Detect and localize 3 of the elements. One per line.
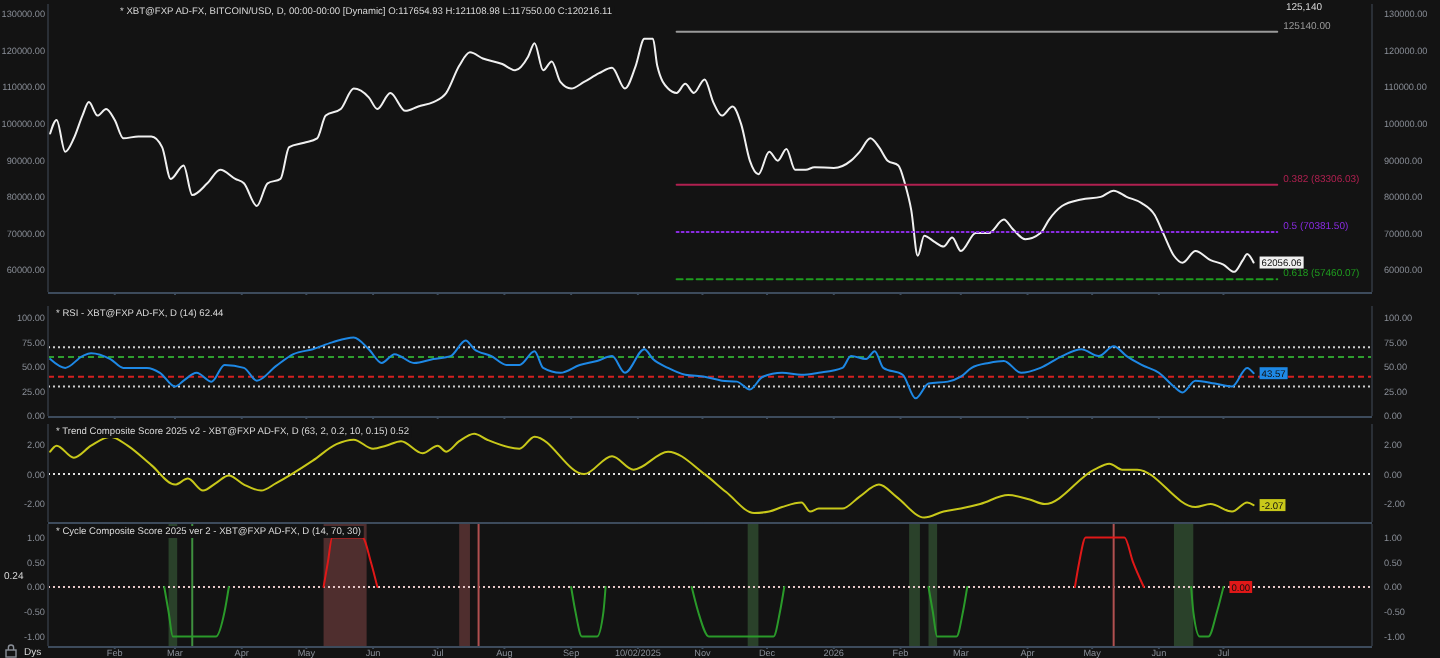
line-series: [49, 37, 1255, 273]
line-series: [49, 432, 1255, 519]
line-series: [49, 336, 1255, 400]
